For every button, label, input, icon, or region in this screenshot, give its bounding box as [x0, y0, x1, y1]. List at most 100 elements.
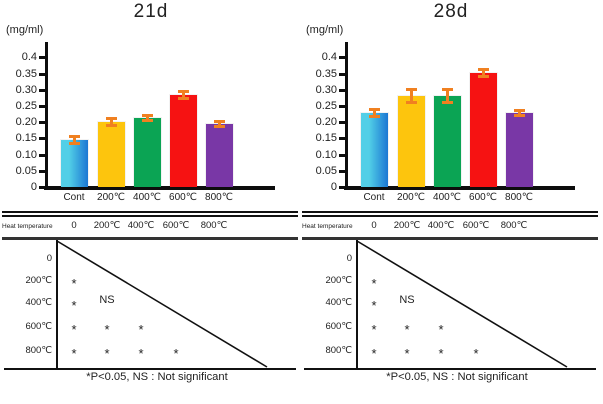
error-bar-cap-bottom — [68, 142, 80, 146]
table-row-label-400℃: 400℃ — [325, 297, 352, 308]
significance-footnote: *P<0.05, NS : Not significant — [386, 371, 528, 383]
y-tick-mark — [39, 153, 46, 157]
significance-cell-asterisk: * — [71, 298, 77, 313]
y-tick-label: 0.20 — [315, 116, 337, 129]
y-axis-unit-label: (mg/ml) — [6, 24, 44, 36]
table-column-header-200℃: 200℃ — [393, 220, 421, 231]
y-tick-label: 0.10 — [315, 148, 337, 161]
significance-cell-ns: NS — [99, 294, 115, 306]
chart-title-28d: 28d — [433, 1, 469, 22]
error-bar — [372, 109, 376, 117]
significance-cell-asterisk: * — [71, 276, 77, 291]
table-row-label-400℃: 400℃ — [25, 297, 52, 308]
y-tick-mark — [339, 169, 346, 173]
error-bar-cap-top — [368, 108, 380, 112]
table-header-rule — [302, 237, 598, 240]
y-tick-label: 0 — [330, 181, 337, 193]
table-row-label-800℃: 800℃ — [325, 345, 352, 356]
bar-200℃ — [397, 96, 425, 187]
significance-cell-asterisk: * — [173, 346, 179, 361]
chart-title-21d: 21d — [133, 1, 169, 22]
table-corner-label: Heat temperature — [302, 223, 353, 230]
error-bar — [109, 118, 113, 126]
y-tick-label: 0.05 — [315, 164, 337, 177]
table-column-header-400℃: 400℃ — [127, 220, 155, 231]
x-axis-label-600℃: 600℃ — [469, 192, 497, 203]
y-tick-mark — [39, 169, 46, 173]
error-bar-cap-top — [405, 87, 417, 91]
y-tick-mark — [39, 56, 46, 60]
separator-double-line-bottom — [2, 215, 298, 217]
y-tick-label: 0.30 — [315, 83, 337, 96]
table-header-rule — [2, 237, 298, 240]
y-tick-label: 0.25 — [15, 100, 37, 112]
y-tick-label: 0.20 — [15, 116, 37, 129]
x-axis-label-cont: Cont — [63, 192, 85, 203]
panel-28d: 28d (mg/ml) 0.4 0.35 0.30 0.25 0.20 0.15 0.10 0… — [300, 0, 602, 404]
y-tick-label: 0.35 — [15, 67, 37, 80]
significance-cell-asterisk: * — [473, 346, 479, 361]
y-axis-line — [345, 42, 348, 190]
table-column-header-600℃: 600℃ — [162, 220, 190, 231]
table-row-label-0: 0 — [46, 253, 52, 264]
y-tick-mark — [339, 56, 346, 60]
table-row-label-0: 0 — [346, 253, 352, 264]
table-column-header-800℃: 800℃ — [200, 220, 228, 231]
table-column-header-600℃: 600℃ — [462, 220, 490, 231]
significance-cell-asterisk: * — [71, 346, 77, 361]
y-tick-mark — [39, 137, 46, 141]
error-bar-cap-bottom — [213, 124, 225, 128]
y-tick-mark — [39, 121, 46, 125]
bar-400℃ — [433, 96, 461, 187]
error-bar — [145, 115, 149, 121]
error-bar-cap-bottom — [477, 74, 489, 78]
x-axis-label-400℃: 400℃ — [133, 192, 161, 203]
error-bar-cap-bottom — [105, 123, 117, 127]
panel-21d: 21d (mg/ml) 0.4 0.35 0.30 0.25 0.20 0.15 0.10 0… — [2, 1, 298, 383]
error-bar-cap-top — [513, 109, 525, 113]
bar-cont — [60, 140, 88, 187]
significance-cell-asterisk: * — [104, 322, 110, 337]
x-axis-label-800℃: 800℃ — [505, 192, 533, 203]
table-column-header-400℃: 400℃ — [427, 220, 455, 231]
y-tick-label: 0.05 — [15, 164, 37, 177]
y-tick-label: 0.25 — [315, 100, 337, 112]
significance-cell-asterisk: * — [138, 346, 144, 361]
y-tick-mark — [339, 105, 346, 108]
bar-600℃ — [169, 95, 197, 187]
significance-cell-asterisk: * — [138, 322, 144, 337]
significance-cell-asterisk: * — [371, 298, 377, 313]
table-corner-label: Heat temperature — [2, 223, 53, 230]
error-bar-cap-top — [477, 68, 489, 72]
bar-cont — [360, 113, 388, 187]
significance-cell-asterisk: * — [371, 346, 377, 361]
y-tick-mark — [39, 88, 46, 92]
error-bar-cap-top — [441, 87, 453, 91]
significance-cell-ns: NS — [399, 294, 415, 306]
y-tick-mark — [339, 153, 346, 157]
y-tick-label: 0.4 — [321, 51, 337, 64]
error-bar-cap-bottom — [513, 113, 525, 117]
y-axis-line — [45, 42, 48, 190]
y-tick-mark — [39, 186, 46, 189]
x-axis-line — [344, 186, 575, 190]
y-axis-unit-label: (mg/ml) — [306, 24, 344, 36]
error-bar — [481, 69, 485, 77]
separator-double-line-top — [2, 211, 298, 213]
y-tick-label: 0.15 — [15, 132, 37, 145]
error-bar-cap-top — [141, 114, 153, 118]
significance-cell-asterisk: * — [438, 322, 444, 337]
error-bar-cap-top — [105, 117, 117, 121]
error-bar — [181, 90, 185, 100]
significance-cell-asterisk: * — [371, 276, 377, 291]
y-tick-mark — [339, 186, 346, 189]
error-bar — [72, 135, 76, 145]
table-bottom-rule — [4, 368, 296, 370]
significance-footnote: *P<0.05, NS : Not significant — [86, 371, 228, 383]
bar-200℃ — [97, 122, 125, 187]
error-bar-cap-bottom — [141, 118, 153, 122]
error-bar-cap-top — [68, 134, 80, 138]
y-tick-mark — [39, 105, 46, 108]
bar-800℃ — [505, 113, 533, 187]
error-bar — [517, 110, 521, 116]
